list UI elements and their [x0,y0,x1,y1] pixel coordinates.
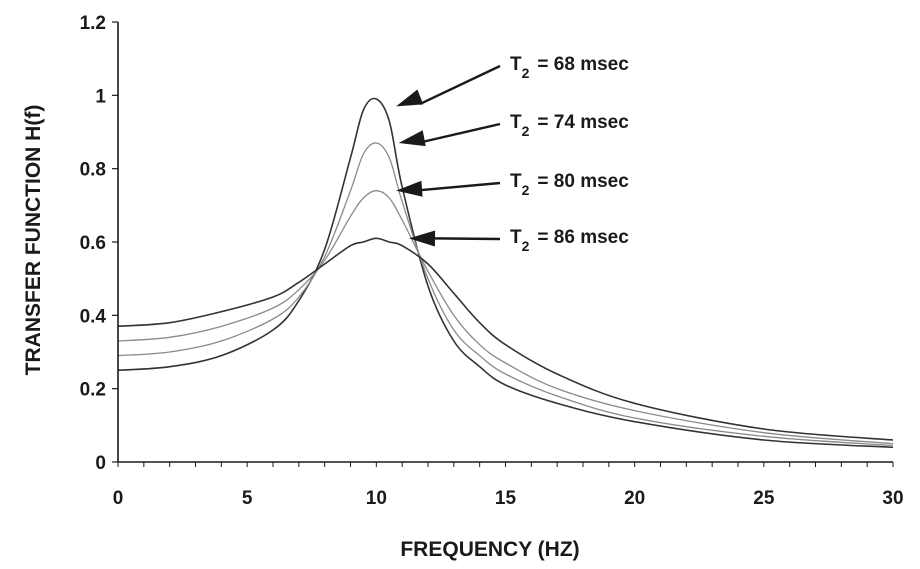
series-line-2 [117,142,894,447]
annotation-label: T2 = 74 msec [510,112,629,139]
annotation-3: T2 = 80 msec [396,171,629,198]
y-tick-label: 0.2 [80,380,106,401]
annotation-label: T2 = 86 msec [510,227,629,254]
x-tick-label: 15 [495,488,517,509]
y-tick-label: 0.6 [80,233,106,254]
annotation-arrow-line [422,122,501,144]
axes-group: 0 5 10 15 20 25 30 0 0.2 0.4 0.6 0.8 1 1.2 [80,13,904,509]
x-tick-label: 10 [366,488,387,509]
x-tick-label: 5 [242,488,253,509]
annotation-arrow-line [419,64,501,105]
y-axis-title: TRANSFER FUNCTION H(f) [22,105,45,376]
annotation-arrow-line [419,181,501,192]
annotation-label: T2 = 80 msec [510,171,629,198]
annotation-2: T2 = 74 msec [398,112,629,147]
x-tick-label: 20 [624,488,645,509]
annotation-1: T2 = 68 msec [396,54,629,107]
annotation-4: T2 = 86 msec [409,227,629,254]
annotation-arrowhead [409,230,436,247]
y-tick-label: 1 [95,86,106,107]
x-tick-label: 0 [113,488,124,509]
plot-series-group [117,97,894,449]
annotations-group: T2 = 68 msec T2 = 74 msec T2 = 80 msec T2 = 86 … [396,54,629,254]
y-tick-label: 0 [95,453,106,474]
y-tick-label: 1.2 [80,13,106,34]
x-tick-label: 25 [753,488,775,509]
y-tick-label: 0.8 [80,160,106,181]
annotation-arrowhead [396,89,424,107]
annotation-label: T2 = 68 msec [510,54,629,81]
x-tick-label: 30 [882,488,903,509]
series-line-1 [117,97,894,449]
annotation-arrowhead [398,130,426,147]
annotation-arrow-line [432,237,501,241]
x-axis-title: FREQUENCY (HZ) [400,538,579,561]
y-tick-label: 0.4 [80,306,107,327]
annotation-arrowhead [396,180,423,197]
series-line-3 [117,190,894,445]
series-line-4 [117,237,894,441]
